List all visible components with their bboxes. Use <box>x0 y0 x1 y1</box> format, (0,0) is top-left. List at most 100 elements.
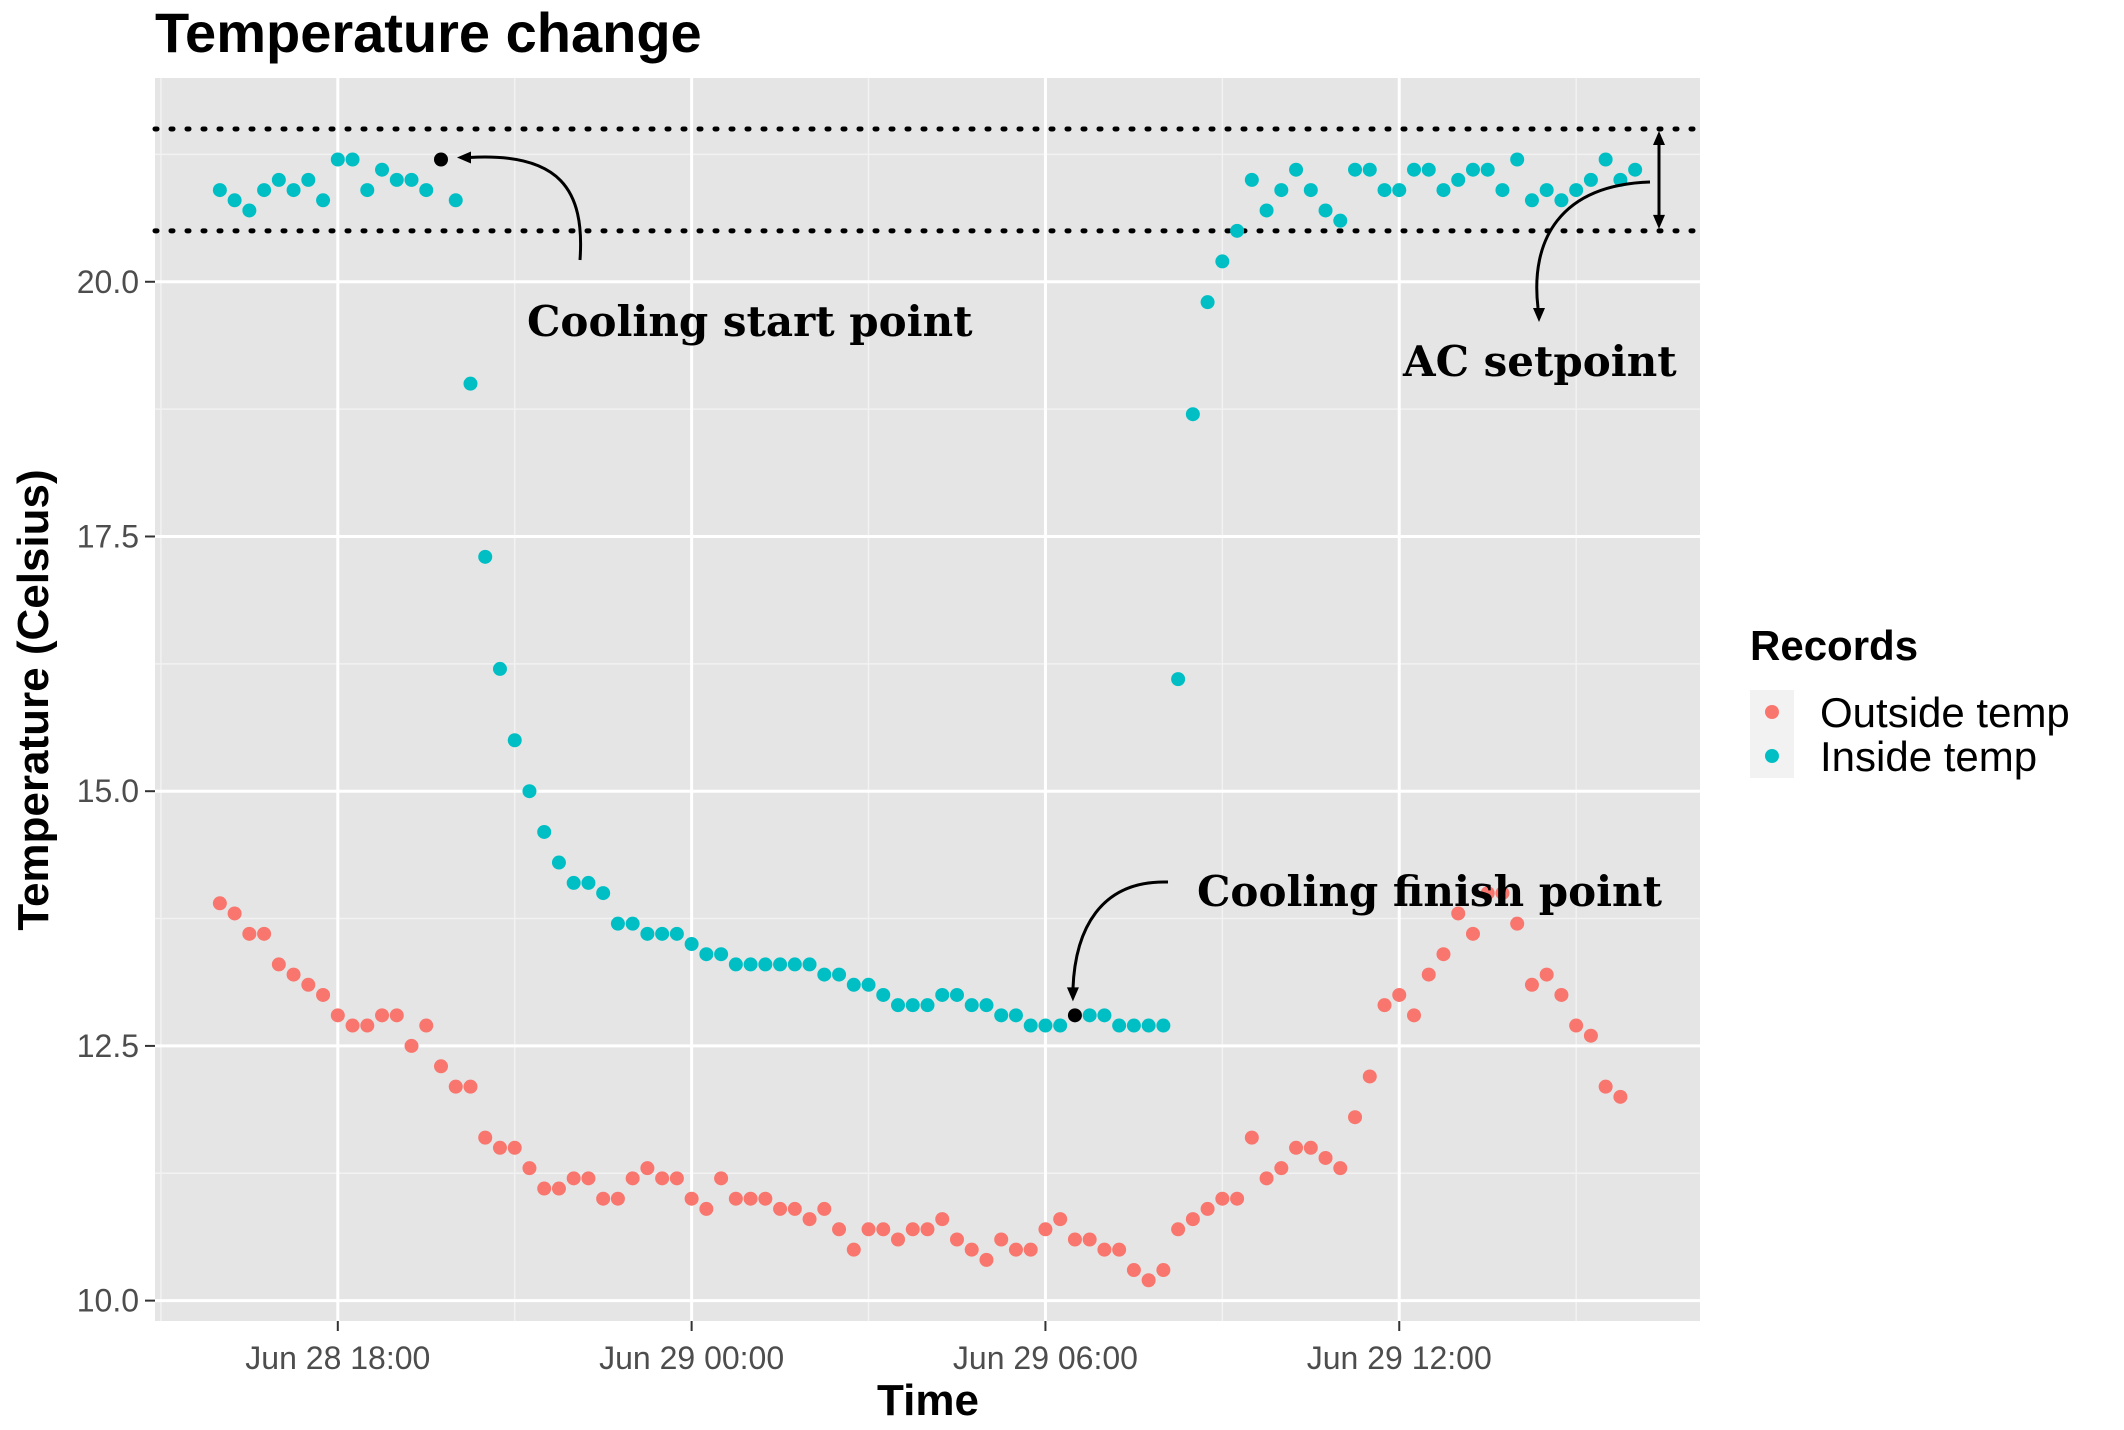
inside-temp-point <box>1598 152 1613 167</box>
inside-temp-point <box>537 824 552 839</box>
inside-temp-points <box>212 152 1643 1033</box>
inside-temp-point <box>360 183 375 198</box>
y-tick-label: 12.5 <box>77 1028 139 1064</box>
outside-temp-point <box>492 1140 507 1155</box>
outside-temp-point <box>625 1171 640 1186</box>
outside-temp-point <box>581 1171 596 1186</box>
outside-temp-point <box>419 1018 434 1033</box>
outside-temp-point <box>1053 1212 1068 1227</box>
outside-temp-point <box>434 1059 449 1074</box>
inside-temp-point <box>1141 1018 1156 1033</box>
outside-temp-point <box>345 1018 360 1033</box>
inside-temp-point <box>1392 183 1407 198</box>
inside-temp-point <box>271 172 286 187</box>
inside-temp-point <box>1628 162 1643 177</box>
arrow-head <box>1653 214 1665 229</box>
outside-temp-point <box>861 1222 876 1237</box>
inside-temp-point <box>1333 213 1348 228</box>
outside-temp-point <box>1495 886 1510 901</box>
outside-temp-point <box>1244 1130 1259 1145</box>
inside-temp-point <box>566 875 581 890</box>
outside-temp-point <box>728 1191 743 1206</box>
outside-temp-point <box>1215 1191 1230 1206</box>
outside-temp-point <box>596 1191 611 1206</box>
outside-temp-point <box>551 1181 566 1196</box>
inside-temp-point <box>316 193 331 208</box>
inside-temp-point <box>448 193 463 208</box>
inside-temp-point <box>1465 162 1480 177</box>
inside-temp-point <box>419 183 434 198</box>
x-tick-label: Jun 28 18:00 <box>245 1340 430 1376</box>
inside-temp-point <box>212 183 227 198</box>
inside-temp-point <box>1289 162 1304 177</box>
inside-temp-point <box>787 957 802 972</box>
outside-temp-point <box>802 1212 817 1227</box>
outside-temp-point <box>684 1191 699 1206</box>
inside-temp-point <box>802 957 817 972</box>
legend-dot-inside <box>1765 749 1779 763</box>
legend-dot-outside <box>1765 705 1779 719</box>
outside-temp-point <box>1421 967 1436 982</box>
inside-temp-point <box>257 183 272 198</box>
inside-temp-point <box>522 784 537 799</box>
inside-temp-point <box>1200 295 1215 310</box>
inside-temp-point <box>1274 183 1289 198</box>
outside-temp-point <box>566 1171 581 1186</box>
outside-temp-point <box>1200 1201 1215 1216</box>
outside-temp-point <box>832 1222 847 1237</box>
arrow-head <box>457 151 472 164</box>
outside-temp-point <box>404 1038 419 1053</box>
outside-temp-point <box>1583 1028 1598 1043</box>
outside-temp-point <box>758 1191 773 1206</box>
inside-temp-point <box>758 957 773 972</box>
outside-temp-point <box>1406 1008 1421 1023</box>
y-axis-ticks: 10.0 12.5 15.0 17.5 20.0 <box>77 264 155 1319</box>
inside-temp-point <box>905 998 920 1013</box>
x-axis-title: Time <box>877 1376 979 1425</box>
outside-temp-point <box>1465 926 1480 941</box>
outside-temp-point <box>1038 1222 1053 1237</box>
inside-temp-point <box>1377 183 1392 198</box>
outside-temp-point <box>1185 1212 1200 1227</box>
marked-points <box>434 152 1082 1023</box>
inside-temp-point <box>1569 183 1584 198</box>
inside-temp-point <box>345 152 360 167</box>
inside-temp-point <box>1171 672 1186 687</box>
x-axis-ticks: Jun 28 18:00 Jun 29 00:00 Jun 29 06:00 Jun … <box>245 1321 1492 1376</box>
inside-temp-point <box>655 926 670 941</box>
inside-temp-point <box>1185 407 1200 422</box>
outside-temp-point <box>1141 1273 1156 1288</box>
inside-temp-point <box>920 998 935 1013</box>
inside-temp-point <box>1539 183 1554 198</box>
outside-temp-point <box>537 1181 552 1196</box>
x-tick-label: Jun 29 12:00 <box>1307 1340 1492 1376</box>
outside-temp-point <box>1112 1242 1127 1257</box>
outside-temp-point <box>655 1171 670 1186</box>
outside-temp-point <box>360 1018 375 1033</box>
inside-temp-point <box>891 998 906 1013</box>
inside-temp-point <box>581 875 596 890</box>
outside-temp-point <box>257 926 272 941</box>
outside-temp-point <box>846 1242 861 1257</box>
outside-temp-point <box>448 1079 463 1094</box>
legend-title: Records <box>1750 622 1918 669</box>
cooling-finish-marker <box>1067 1008 1082 1023</box>
inside-temp-point <box>773 957 788 972</box>
outside-temp-point <box>271 957 286 972</box>
inside-temp-point <box>876 987 891 1002</box>
outside-temp-point <box>1451 906 1466 921</box>
inside-temp-point <box>1244 172 1259 187</box>
inside-temp-point <box>286 183 301 198</box>
annotation-cooling-finish: Cooling finish point <box>1197 867 1663 916</box>
inside-temp-point <box>492 661 507 676</box>
arrow-head <box>1066 987 1079 1002</box>
inside-temp-point <box>1510 152 1525 167</box>
inside-temp-point <box>1259 203 1274 218</box>
inside-temp-point <box>684 937 699 952</box>
inside-temp-point <box>640 926 655 941</box>
ac-setpoint-arrow <box>1535 180 1651 309</box>
inside-temp-point <box>625 916 640 931</box>
inside-temp-point <box>1215 254 1230 269</box>
legend: Records Outside temp Inside temp <box>1750 622 2070 780</box>
outside-temp-point <box>743 1191 758 1206</box>
